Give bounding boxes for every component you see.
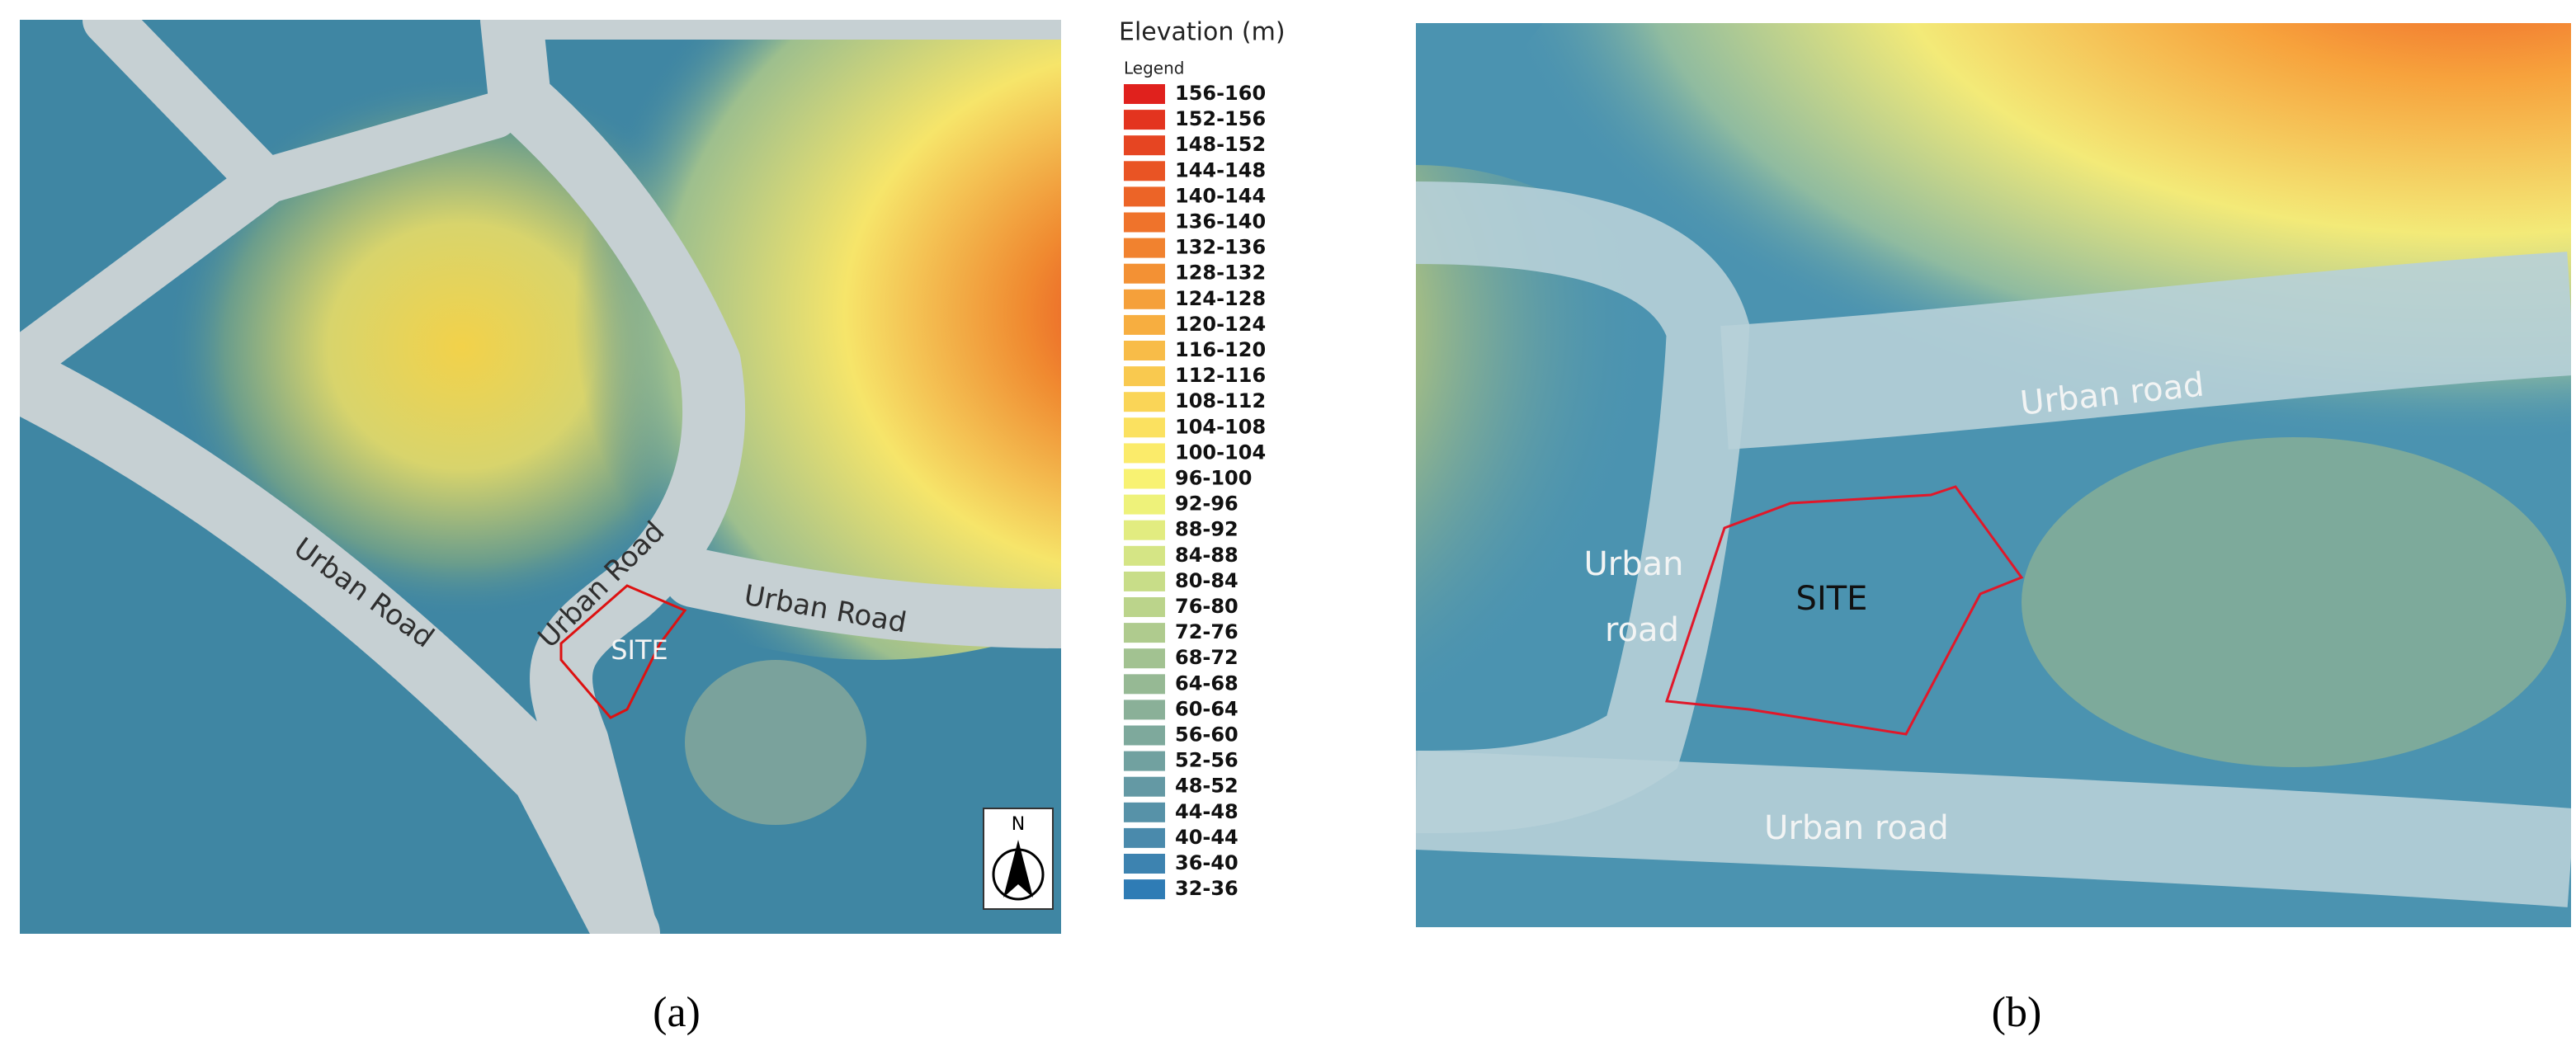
roads <box>1416 181 2571 907</box>
road <box>1720 252 2571 450</box>
legend-swatch <box>1124 854 1165 874</box>
legend-label: 72-76 <box>1175 620 1238 643</box>
legend-label: 104-108 <box>1175 415 1266 438</box>
legend-label: 100-104 <box>1175 440 1266 464</box>
legend-swatch <box>1124 469 1165 489</box>
legend-swatch <box>1124 289 1165 309</box>
legend-swatch <box>1124 802 1165 822</box>
legend-swatch <box>1124 648 1165 669</box>
legend-swatch <box>1124 392 1165 412</box>
legend-swatch <box>1124 417 1165 438</box>
legend-swatch <box>1124 341 1165 360</box>
legend-swatch <box>1124 238 1165 258</box>
legend-label: 128-132 <box>1175 261 1266 285</box>
legend-swatch <box>1124 212 1165 233</box>
site-label: SITE <box>611 634 668 666</box>
legend-swatch <box>1124 135 1165 156</box>
legend-swatch <box>1124 776 1165 797</box>
legend-swatch <box>1124 314 1165 335</box>
legend-label: 116-120 <box>1175 338 1266 361</box>
legend-swatch <box>1124 366 1165 387</box>
road <box>241 92 518 205</box>
legend-label: 44-48 <box>1175 800 1238 823</box>
legend-label: 108-112 <box>1175 389 1266 412</box>
map-a: Urban Road Urban Road Urban Road SITE N <box>20 20 1061 934</box>
road <box>663 548 1061 648</box>
legend-swatch <box>1124 827 1165 848</box>
legend-label: 112-116 <box>1175 364 1266 387</box>
legend-swatch <box>1124 751 1165 771</box>
legend-label: 148-152 <box>1175 133 1266 156</box>
legend-swatch <box>1124 186 1165 207</box>
legend-label: 156-160 <box>1175 82 1266 105</box>
legend-swatch <box>1124 494 1165 515</box>
terrain-patch <box>685 660 866 825</box>
legend-swatch <box>1124 674 1165 695</box>
legend-label: 52-56 <box>1175 749 1238 772</box>
road-label: Urban <box>1584 545 1684 583</box>
north-arrow <box>1003 840 1033 897</box>
legend-label: 56-60 <box>1175 723 1238 747</box>
legend-label: 132-136 <box>1175 236 1266 259</box>
legend-swatch <box>1124 700 1165 720</box>
legend-swatch <box>1124 725 1165 746</box>
legend-swatch <box>1124 545 1165 566</box>
legend-swatch <box>1124 571 1165 591</box>
legend-swatch <box>1124 84 1165 104</box>
legend-label: 96-100 <box>1175 467 1252 490</box>
legend-swatch <box>1124 443 1165 464</box>
site-boundary <box>559 584 687 719</box>
road <box>480 20 746 934</box>
legend-label: 140-144 <box>1175 184 1266 207</box>
legend-label: 60-64 <box>1175 697 1238 720</box>
legend-label: 80-84 <box>1175 569 1238 592</box>
legend-label: 88-92 <box>1175 518 1238 541</box>
road-label: Urban road <box>1764 809 1949 847</box>
terrain-patch <box>2022 437 2566 767</box>
legend-title: Elevation (m) <box>1119 18 1286 47</box>
legend-swatch <box>1124 623 1165 643</box>
legend-swatch <box>1124 263 1165 284</box>
legend-label: 120-124 <box>1175 313 1266 336</box>
legend-swatch <box>1124 520 1165 540</box>
legend-label: 84-88 <box>1175 544 1238 567</box>
map-b: Urban road Urban road Urban road SITE <box>1416 23 2571 927</box>
legend-label: 136-140 <box>1175 210 1266 233</box>
site-label: SITE <box>1796 580 1868 618</box>
legend-swatch <box>1124 110 1165 130</box>
legend-label: 32-36 <box>1175 877 1238 900</box>
road <box>1416 751 2571 907</box>
road-label: road <box>1605 611 1679 649</box>
legend-label: 124-128 <box>1175 287 1266 310</box>
roads <box>20 20 1061 934</box>
caption: (b) <box>1992 989 2042 1036</box>
legend-label: 36-40 <box>1175 851 1238 874</box>
legend-label: 144-148 <box>1175 158 1266 181</box>
north-label: N <box>1012 814 1025 835</box>
legend-label: 152-156 <box>1175 107 1266 130</box>
caption: (a) <box>653 989 701 1036</box>
legend-label: 48-52 <box>1175 775 1238 798</box>
legend-label: 68-72 <box>1175 646 1238 669</box>
legend-label: 76-80 <box>1175 595 1238 618</box>
legend-swatch <box>1124 161 1165 181</box>
site-boundary <box>1664 485 2024 736</box>
road <box>20 346 660 934</box>
legend-label: 40-44 <box>1175 826 1238 849</box>
legend-label: 64-68 <box>1175 671 1238 695</box>
legend-swatch <box>1124 879 1165 900</box>
legend-label: 92-96 <box>1175 492 1238 516</box>
legend-subtitle: Legend <box>1124 59 1184 78</box>
legend-swatch <box>1124 597 1165 617</box>
